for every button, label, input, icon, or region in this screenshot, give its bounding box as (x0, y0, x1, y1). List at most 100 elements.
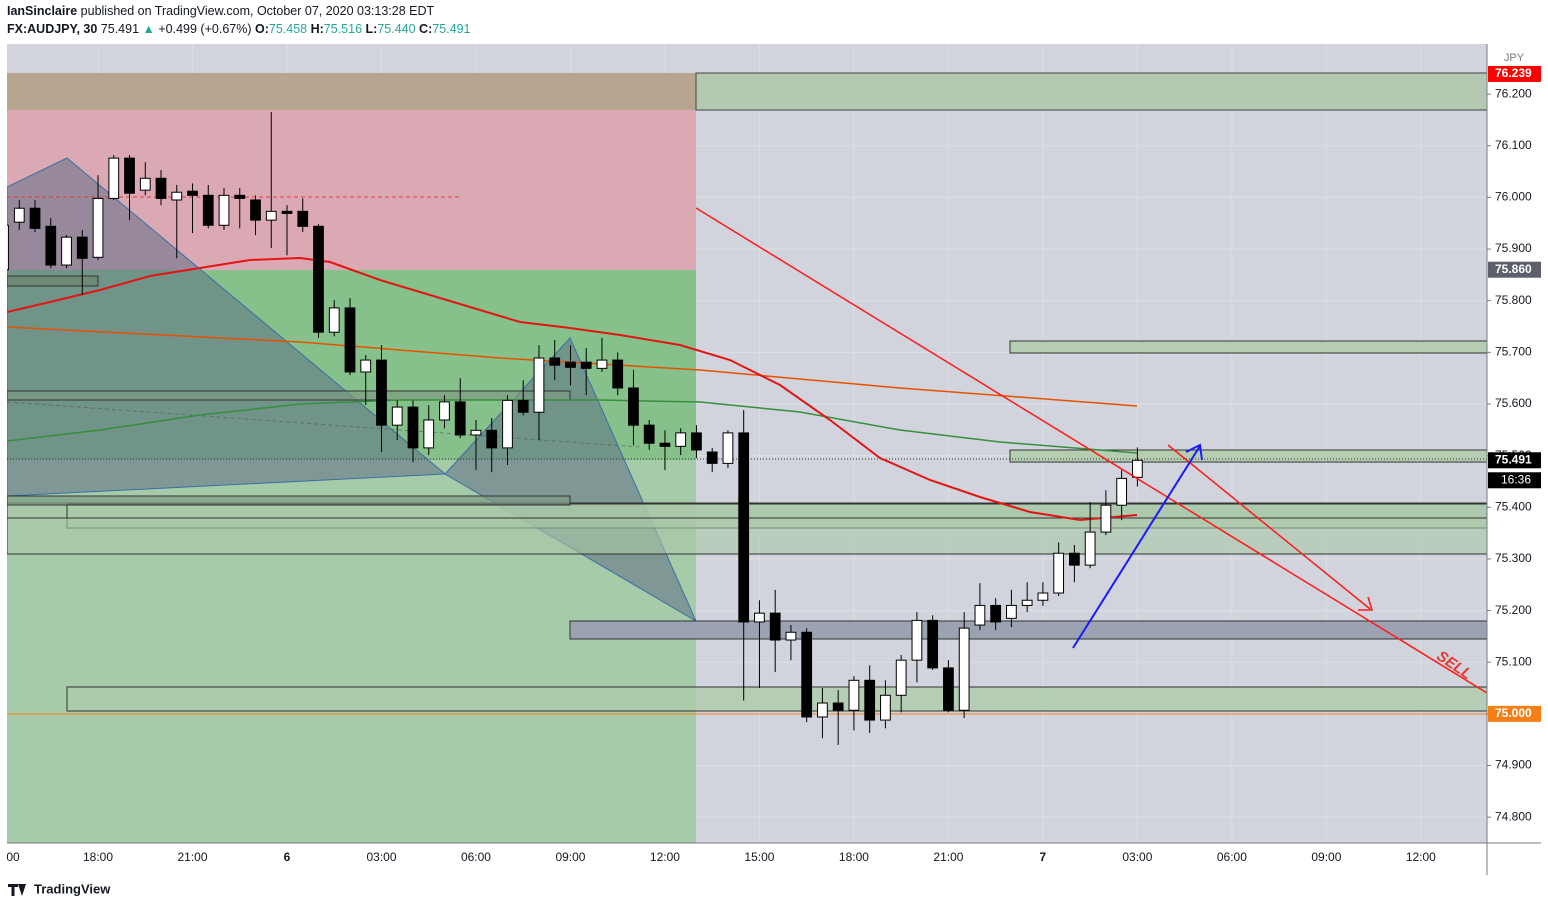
candle-body (801, 631, 813, 718)
arrow-head (1185, 443, 1203, 461)
candle-body (848, 679, 860, 711)
candle-body (880, 694, 891, 721)
y-tick-label: 75.300 (1495, 551, 1532, 565)
candle-body (155, 177, 167, 199)
y-tick-label: 75.600 (1495, 396, 1532, 410)
x-tick-label: 09:00 (555, 850, 585, 864)
candle-body (1084, 531, 1096, 566)
symbol: FX:AUDJPY, 30 (7, 22, 97, 36)
candle-body (124, 157, 135, 194)
y-tick-label: 75.800 (1495, 293, 1532, 307)
candle-body (612, 359, 624, 389)
c: 75.491 (432, 22, 470, 36)
candle-body (76, 236, 88, 259)
candle-body (486, 429, 498, 449)
dashed-line (7, 401, 641, 448)
candle-body (675, 432, 687, 447)
arrow (1072, 445, 1201, 649)
candle-body (549, 357, 561, 366)
y-tick-label: 75.900 (1495, 241, 1532, 255)
x-tick-label: 6 (284, 850, 291, 864)
drawings (7, 72, 1487, 843)
zone (7, 73, 696, 110)
candle-body (533, 357, 545, 413)
x-tick-label: 18:00 (83, 850, 113, 864)
x-tick-label: 12:00 (1406, 850, 1436, 864)
logo: TradingView (34, 881, 111, 896)
candle-body (943, 667, 954, 711)
y-tick-label: 76.100 (1495, 138, 1532, 152)
o: 75.458 (269, 22, 307, 36)
candle-body (895, 659, 907, 696)
price-label: 75.860 (1495, 262, 1532, 276)
candle-body (470, 429, 482, 436)
candle-body (722, 432, 734, 464)
x-tick-label: 21:00 (177, 850, 207, 864)
candle-body (1069, 552, 1080, 566)
candle-body (659, 442, 671, 447)
zone (1009, 449, 1487, 463)
price-label: 75.491 (1495, 452, 1532, 466)
candle-body (643, 424, 655, 444)
candle-body (785, 631, 797, 641)
candle-body (423, 419, 435, 449)
zone (7, 275, 99, 287)
x-tick-label: 03:00 (1122, 850, 1152, 864)
arrow-head (1358, 596, 1374, 611)
candle-body (391, 406, 403, 426)
author: IanSinclaire (7, 4, 77, 18)
candle-body (187, 190, 198, 196)
candle-body (738, 432, 750, 623)
candle-body (958, 627, 970, 711)
candle-body (754, 612, 765, 623)
candle-body (911, 619, 923, 661)
candle-body (29, 207, 41, 229)
header-line-2: FX:AUDJPY, 30 75.491 ▲ +0.499 (+0.67%) O… (7, 22, 471, 36)
price-label: 75.000 (1495, 706, 1532, 720)
candle-body (376, 359, 387, 426)
price-label-box (1488, 65, 1541, 82)
candle-body (565, 361, 576, 368)
candle-body (1116, 477, 1128, 506)
candle-body (13, 207, 25, 223)
x-tick-label: 09:00 (1311, 850, 1341, 864)
l-label: L: (366, 22, 378, 36)
change: +0.499 (+0.67%) (158, 22, 251, 36)
arrow (1167, 444, 1371, 610)
zone (1009, 340, 1487, 354)
candle-body (1006, 604, 1017, 619)
candle-body (407, 406, 419, 449)
candle-body (45, 225, 57, 266)
candle-body (580, 361, 592, 369)
candle-body (596, 359, 608, 369)
y-tick-label: 76.000 (1495, 190, 1532, 204)
moving-average (7, 256, 1138, 522)
x-tick-label: 00 (6, 850, 20, 864)
candle-body (250, 199, 261, 221)
h-label: H: (311, 22, 324, 36)
o-label: O: (255, 22, 269, 36)
candle-body (202, 194, 214, 226)
candle-body (817, 702, 828, 718)
candle-body (281, 210, 293, 214)
zone (66, 686, 1487, 712)
c-label: C: (419, 22, 432, 36)
candle-body (927, 619, 939, 669)
candle-body (297, 210, 309, 227)
candle-body (1132, 459, 1143, 478)
candle-body (61, 236, 72, 266)
y-tick-label: 75.700 (1495, 345, 1532, 359)
candle-body (234, 194, 246, 199)
candle-body (313, 225, 324, 333)
h: 75.516 (324, 22, 362, 36)
candle-body (360, 359, 372, 373)
x-tick-label: 18:00 (839, 850, 869, 864)
l: 75.440 (377, 22, 415, 36)
candle-body (454, 401, 466, 436)
x-tick-label: 15:00 (744, 850, 774, 864)
candle-body (1037, 592, 1049, 601)
y-tick-label: 75.100 (1495, 654, 1532, 668)
candles (7, 112, 1143, 745)
currency: JPY (1504, 52, 1525, 64)
